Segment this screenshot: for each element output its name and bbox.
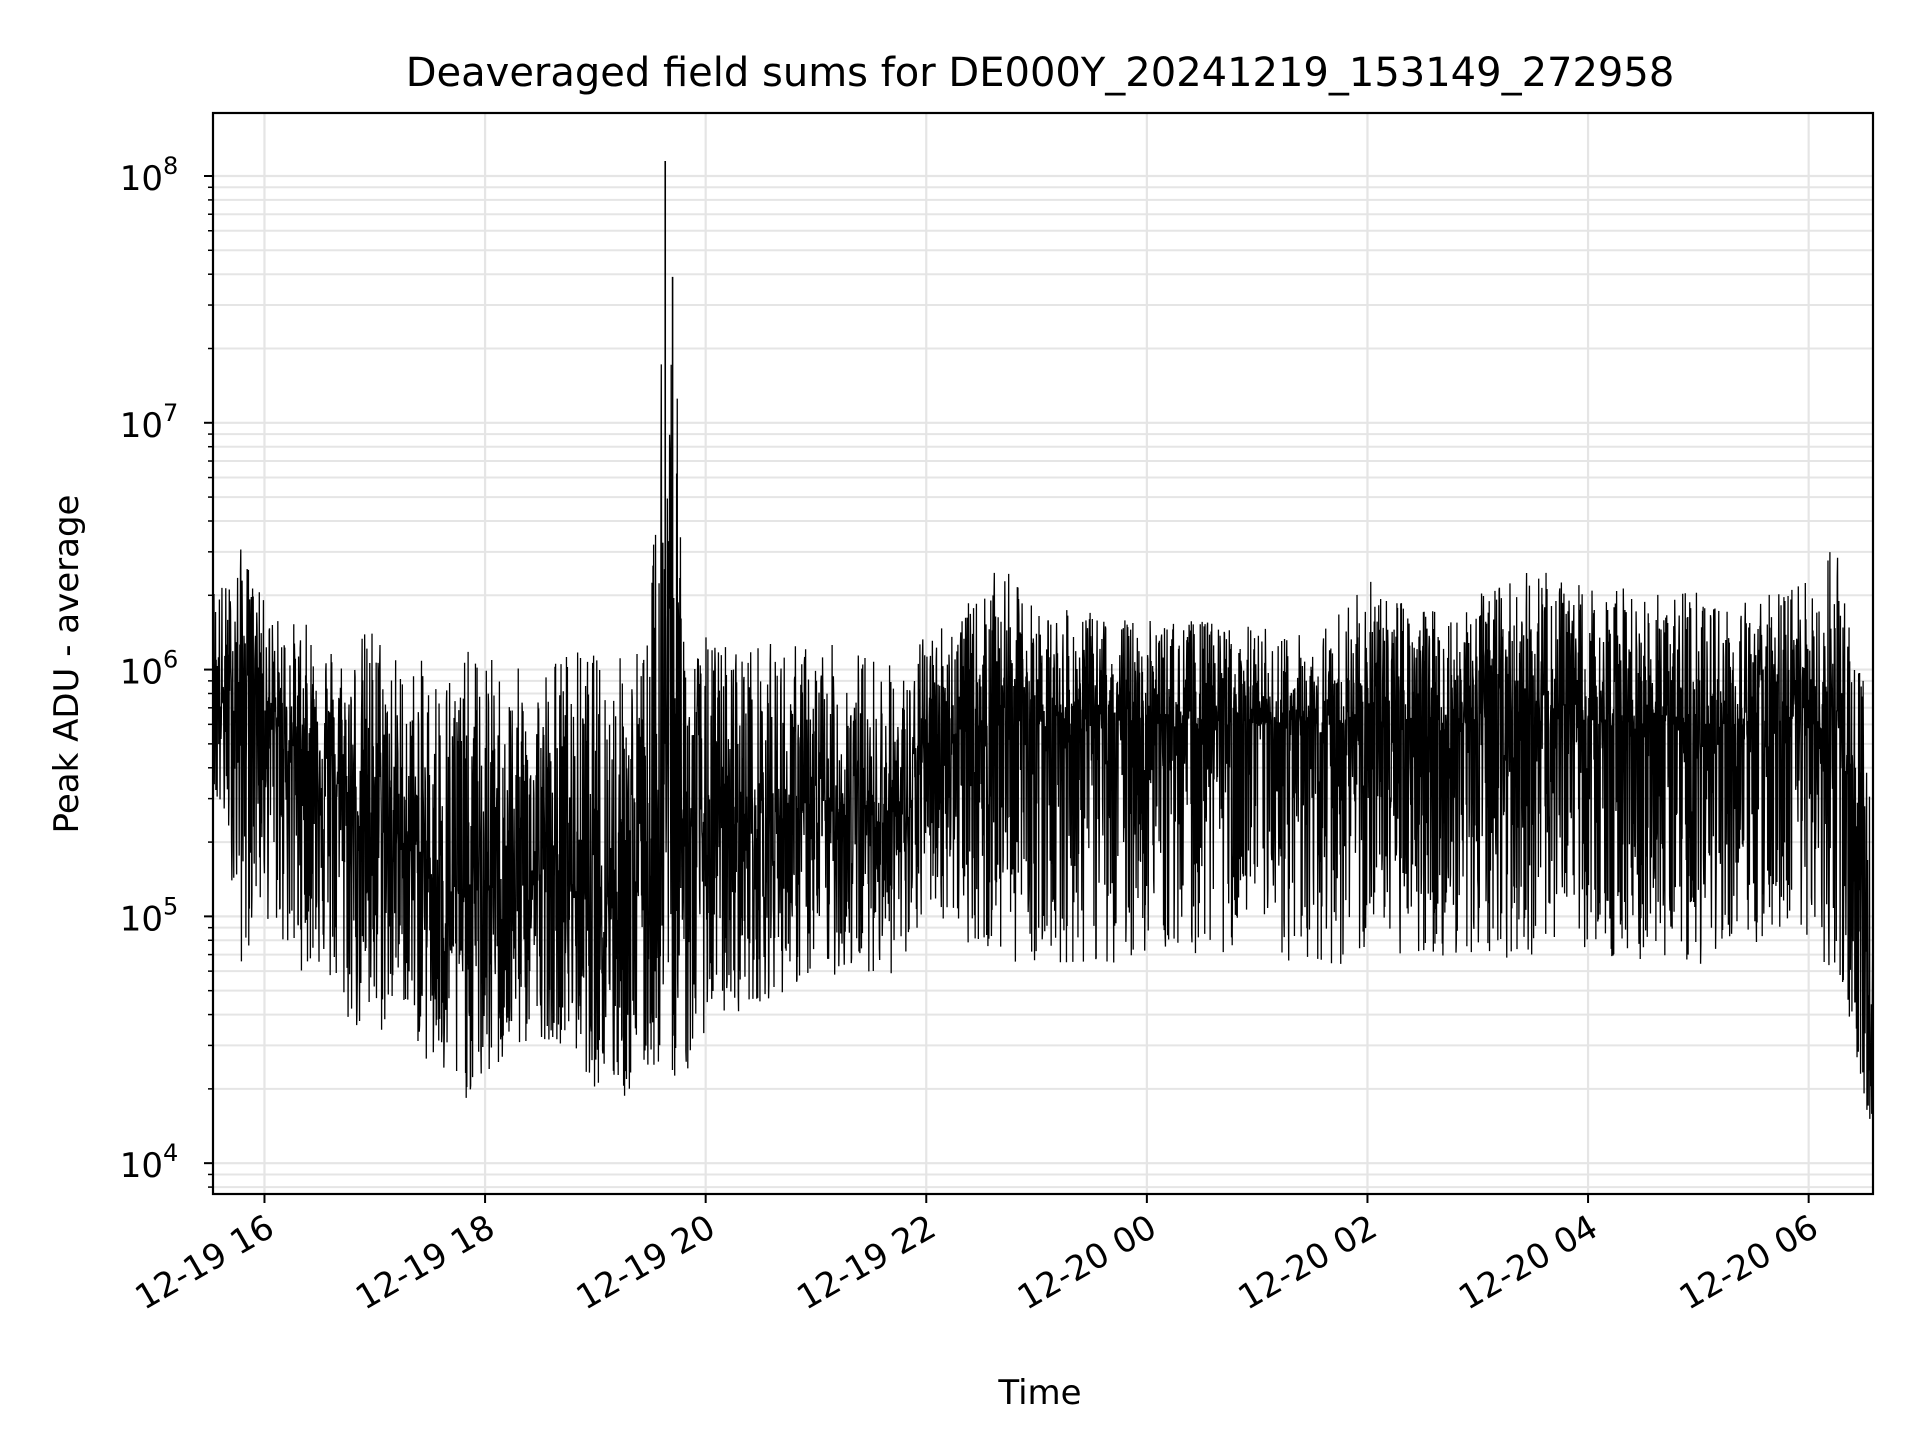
y-tick-exponent: 4 (163, 1139, 178, 1167)
y-tick-exponent: 8 (163, 152, 178, 180)
y-tick-label: 10 (120, 406, 163, 446)
y-tick-exponent: 7 (163, 399, 178, 427)
plot-area (213, 161, 1873, 1119)
y-tick-exponent: 5 (163, 892, 178, 920)
series-line (213, 364, 1873, 1119)
y-tick-exponent: 6 (163, 646, 178, 674)
y-tick-label: 10 (120, 899, 163, 939)
x-axis-label: Time (997, 1373, 1081, 1413)
y-tick-label: 10 (120, 653, 163, 693)
y-axis-label: Peak ADU - average (47, 495, 87, 834)
chart-title: Deaveraged field sums for DE000Y_2024121… (406, 50, 1675, 96)
y-tick-label: 10 (120, 159, 163, 199)
y-tick-label: 10 (120, 1146, 163, 1186)
axes-frame (211, 111, 1875, 1196)
